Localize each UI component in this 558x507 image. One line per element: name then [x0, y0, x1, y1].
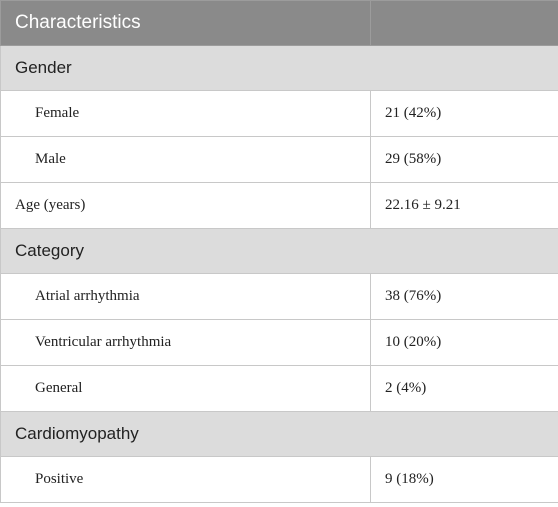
- table-row: Positive 9 (18%): [0, 456, 558, 503]
- section-label: Gender: [0, 45, 558, 91]
- table-row: Age (years) 22.16 ± 9.21: [0, 182, 558, 229]
- table-body: Gender Female 21 (42%) Male 29 (58%) Age (yea…: [0, 45, 558, 503]
- row-value: 29 (58%): [370, 136, 558, 183]
- row-value: 38 (76%): [370, 273, 558, 320]
- row-label: Age (years): [0, 182, 371, 229]
- row-label: Female: [0, 90, 371, 137]
- header-characteristics: Characteristics: [0, 0, 371, 46]
- row-value: 9 (18%): [370, 456, 558, 503]
- table-row: Female 21 (42%): [0, 90, 558, 137]
- row-value: 21 (42%): [370, 90, 558, 137]
- table-row: Male 29 (58%): [0, 136, 558, 183]
- header-value: [370, 0, 558, 46]
- section-label: Category: [0, 228, 558, 274]
- row-value: 22.16 ± 9.21: [370, 182, 558, 229]
- section-label: Cardiomyopathy: [0, 411, 558, 457]
- row-label: Atrial arrhythmia: [0, 273, 371, 320]
- section-row: Category: [0, 228, 558, 274]
- table-header-row: Characteristics: [0, 0, 558, 46]
- row-label: Male: [0, 136, 371, 183]
- section-row: Cardiomyopathy: [0, 411, 558, 457]
- table-row: Ventricular arrhythmia 10 (20%): [0, 319, 558, 366]
- table-row: General 2 (4%): [0, 365, 558, 412]
- table-row: Atrial arrhythmia 38 (76%): [0, 273, 558, 320]
- section-row: Gender: [0, 45, 558, 91]
- row-label: Ventricular arrhythmia: [0, 319, 371, 366]
- row-value: 10 (20%): [370, 319, 558, 366]
- row-label: General: [0, 365, 371, 412]
- row-label: Positive: [0, 456, 371, 503]
- row-value: 2 (4%): [370, 365, 558, 412]
